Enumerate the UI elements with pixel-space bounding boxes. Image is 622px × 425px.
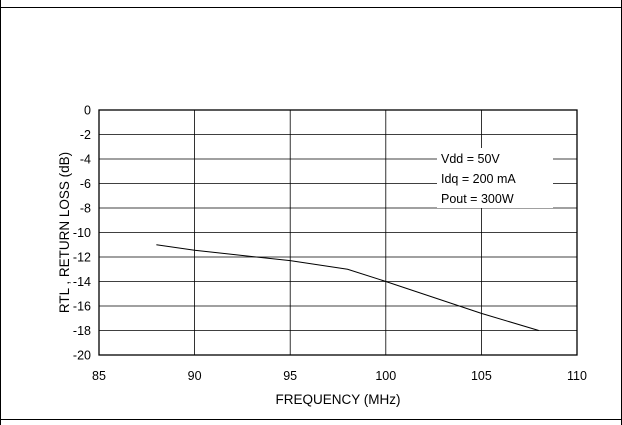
annotation-vdd: Vdd = 50V <box>441 152 500 166</box>
y-tick-label: -2 <box>80 128 91 142</box>
x-tick-label: 90 <box>188 369 202 383</box>
x-tick-label: 85 <box>92 369 106 383</box>
y-tick-label: -6 <box>80 177 91 191</box>
x-tick-label: 95 <box>283 369 297 383</box>
x-tick-label: 110 <box>567 369 587 383</box>
y-tick-label: -14 <box>73 275 91 289</box>
y-axis-label: RTL , RETURN LOSS (dB) <box>57 152 72 313</box>
y-tick-label: -16 <box>73 300 91 314</box>
y-tick-label: -18 <box>73 324 91 338</box>
x-tick-labels: 85 90 95 100 105 110 <box>92 369 587 383</box>
y-tick-label: -8 <box>80 202 91 216</box>
annotation-pout: Pout = 300W <box>441 192 514 206</box>
series-line <box>156 244 539 331</box>
y-tick-label: 0 <box>84 104 91 118</box>
series-group <box>156 244 539 331</box>
y-tick-label: -10 <box>73 226 91 240</box>
y-tick-label: -12 <box>73 251 91 265</box>
annotation-idq: Idq = 200 mA <box>441 172 516 186</box>
y-tick-label: -20 <box>73 349 91 363</box>
y-tick-label: -4 <box>80 153 91 167</box>
x-tick-label: 105 <box>471 369 492 383</box>
grid-lines <box>98 109 578 356</box>
annotation-background <box>437 148 553 208</box>
plot-area-border <box>98 109 578 356</box>
y-tick-labels: 0 -2 -4 -6 -8 -10 -12 -14 -16 -18 -20 <box>73 104 91 363</box>
x-tick-label: 100 <box>375 369 396 383</box>
x-axis-label: FREQUENCY (MHz) <box>275 392 400 407</box>
